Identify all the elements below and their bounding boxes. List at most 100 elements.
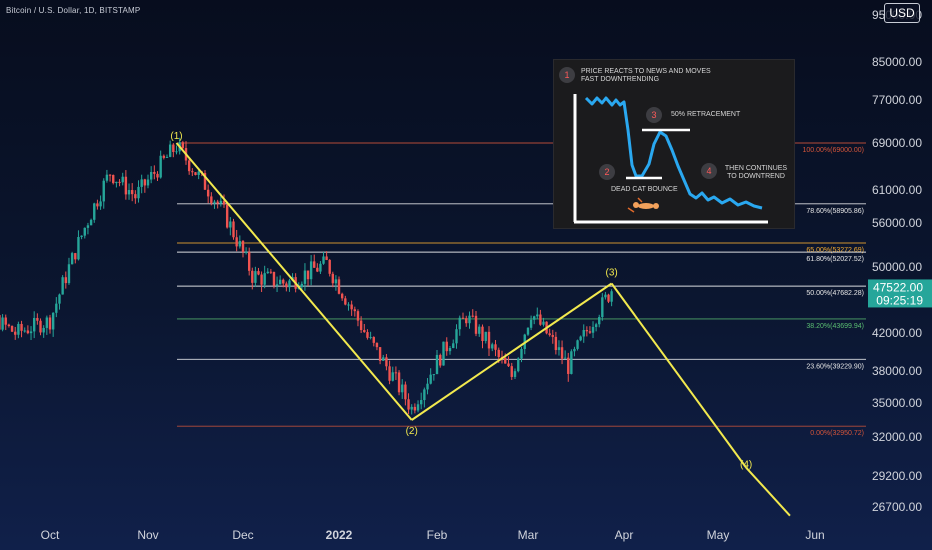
candle-body [513,371,517,377]
candle [366,329,369,340]
candle [356,309,360,327]
candle [439,353,442,368]
candle [542,317,545,327]
candle-body [426,383,429,390]
candle-body [191,171,194,173]
candle [484,331,487,344]
dead-cat-bounce-diagram: 1 PRICE REACTS TO NEWS AND MOVES FAST DO… [553,59,795,229]
time-tick-label: Nov [137,528,158,542]
candle [58,293,61,310]
candle-body [213,201,216,204]
candle-body [194,172,197,175]
candle [137,180,140,203]
candle [225,203,229,229]
candle-body [20,323,23,331]
candle-body [416,404,420,411]
candle-body [334,279,338,284]
candle [517,357,520,373]
candle [388,360,391,385]
candle [426,378,429,395]
candle-body [350,304,353,310]
candle-body [115,181,118,184]
candle [526,327,530,336]
candle [275,276,279,293]
candle [96,199,99,210]
bar-countdown: 09:25:19 [876,293,923,307]
candle [130,183,134,202]
candle [20,320,23,338]
candle [557,340,561,356]
candle-body [423,389,426,401]
candle [401,379,404,399]
candle-body [573,348,576,352]
wave-label: (4) [740,460,752,471]
candle-body [388,366,391,381]
candle-body [159,155,162,178]
candle [491,342,494,352]
candle-body [288,280,291,288]
candle-body [55,303,58,313]
candle [251,267,254,290]
candle [222,194,226,208]
candle-body [29,331,33,334]
candle-body [319,263,322,272]
currency-button[interactable]: USD [884,3,920,23]
candle [337,276,341,295]
candle-body [247,251,251,271]
candle-body [153,172,156,174]
candle [554,331,558,355]
candle [487,326,491,357]
price-tick-label: 61000.00 [872,183,922,197]
candle [112,174,115,185]
candle-body [102,180,105,202]
candle-body [229,221,232,228]
candle [385,354,388,371]
candle-body [216,201,219,204]
candle-body [419,400,423,405]
candle [465,315,468,327]
candle-body [465,318,468,324]
candle-body [401,384,404,393]
candle-body [1,317,4,330]
candle-body [536,314,539,317]
candle [481,324,484,349]
candle-body [285,283,288,288]
candle-body [563,357,567,359]
candle [143,178,147,193]
candle-body [309,261,313,280]
candle-body [407,399,410,410]
wave-segment [745,466,791,517]
candle-body [448,347,452,352]
candle-body [344,298,347,305]
candle [153,165,156,180]
candle [455,324,458,349]
candle [42,325,45,338]
candle-body [300,283,304,288]
candle-body [77,237,80,260]
step-3-text: 50% RETRACEMENT [671,111,741,118]
candle-body [468,315,471,324]
candle [353,306,357,317]
candle [570,349,573,375]
candle [344,295,347,306]
candle-body [497,349,500,357]
candle [468,311,471,329]
candle-body [491,344,494,349]
candle [121,172,124,186]
candle-body [445,341,448,352]
candle-body [372,337,375,343]
wave-segment [610,282,747,469]
candle [529,315,533,331]
candle [187,159,191,175]
candle-body [313,261,316,268]
candle-body [369,337,372,339]
candle-body [269,271,273,273]
candle-body [42,327,45,333]
candle-body [607,294,610,302]
step-4-text: THEN CONTINUES TO DOWNTREND [724,165,788,180]
candle-body [86,225,90,228]
candle [303,263,307,291]
candle-body [410,406,413,410]
candle-body [366,332,369,338]
